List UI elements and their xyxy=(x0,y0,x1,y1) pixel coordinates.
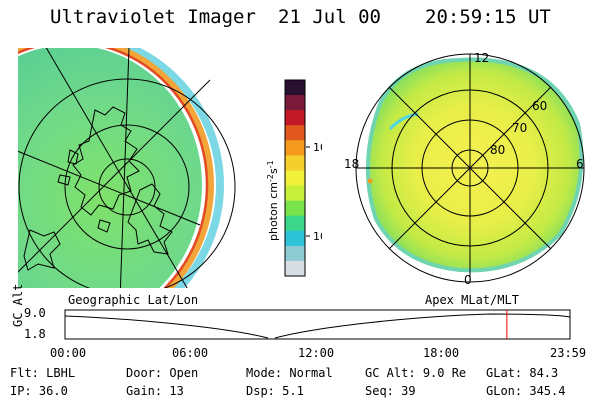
colorbar-segment xyxy=(285,245,305,262)
geographic-caption: Geographic Lat/Lon xyxy=(68,293,199,307)
status-ip: IP: 36.0 xyxy=(10,384,68,398)
colorbar-frame xyxy=(284,79,306,277)
colorbar-segment xyxy=(285,185,305,202)
dayglow-region xyxy=(18,48,202,288)
mlat-label-80: 80 xyxy=(490,143,505,157)
colorbar-segment xyxy=(285,230,305,247)
x-tick-2359: 23:59 xyxy=(550,346,587,360)
date-label: 21 Jul 00 xyxy=(278,6,381,28)
status-gain: Gain: 13 xyxy=(126,384,184,398)
colorbar-tick-10: 10 xyxy=(313,230,322,243)
mlt-label-0: 0 xyxy=(464,273,472,284)
colorbar-segment xyxy=(285,200,305,217)
color-scale-bar: 100 10 photon cm-2s-1 xyxy=(266,79,322,277)
colorbar-segment xyxy=(285,170,305,187)
colorbar-unit-label: photon cm-2s-1 xyxy=(266,160,280,241)
geographic-image-panel xyxy=(18,48,236,288)
status-gc-alt: GC Alt: 9.0 Re xyxy=(365,366,467,380)
instrument-title: Ultraviolet Imager xyxy=(50,6,256,28)
gc-alt-tick-max: 9.0 xyxy=(24,306,46,320)
colorbar-segment xyxy=(285,95,305,111)
limb-brightening xyxy=(18,48,214,288)
mlt-label-18: 18 xyxy=(344,157,359,171)
colorbar-segment xyxy=(285,110,305,126)
status-flt: Flt: LBHL xyxy=(10,366,76,380)
x-tick-1800: 18:00 xyxy=(423,346,460,360)
mlt-label-12: 12 xyxy=(474,51,489,65)
colorbar-segment xyxy=(285,140,305,156)
magnetic-image-panel: 12 18 6 0 60 70 80 xyxy=(344,51,585,284)
x-tick-0600: 06:00 xyxy=(172,346,209,360)
gc-alt-tick-min: 1.8 xyxy=(24,327,46,341)
mlat-label-60: 60 xyxy=(532,99,547,113)
mlat-label-70: 70 xyxy=(512,121,527,135)
colorbar-tick-100: 100 xyxy=(313,141,322,154)
gc-alt-plot xyxy=(64,309,571,340)
status-glat: GLat: 84.3 xyxy=(486,366,559,380)
status-seq: Seq: 39 xyxy=(365,384,416,398)
x-tick-0000: 00:00 xyxy=(50,346,87,360)
mlt-label-6: 6 xyxy=(576,157,584,171)
status-door: Door: Open xyxy=(126,366,199,380)
gc-alt-curve xyxy=(64,313,571,339)
coastlines xyxy=(23,106,173,271)
x-tick-1200: 12:00 xyxy=(298,346,335,360)
colorbar-segment xyxy=(285,260,305,277)
gc-alt-ylabel: GC Alt xyxy=(11,283,25,327)
magnetic-caption: Apex MLat/MLT xyxy=(425,293,519,307)
status-glon: GLon: 345.4 xyxy=(486,384,566,398)
lat-lon-grid xyxy=(18,48,236,288)
status-dsp: Dsp: 5.1 xyxy=(246,384,304,398)
colorbar-segment xyxy=(285,80,305,96)
mlat-mlt-grid xyxy=(355,53,585,283)
colorbar-segment xyxy=(285,155,305,171)
status-mode: Mode: Normal xyxy=(246,366,333,380)
colorbar-segment xyxy=(285,215,305,232)
time-label: 20:59:15 UT xyxy=(425,6,551,28)
gc-alt-plot-frame xyxy=(64,309,571,340)
colorbar-segment xyxy=(285,125,305,141)
auroral-oval-image xyxy=(365,57,584,273)
